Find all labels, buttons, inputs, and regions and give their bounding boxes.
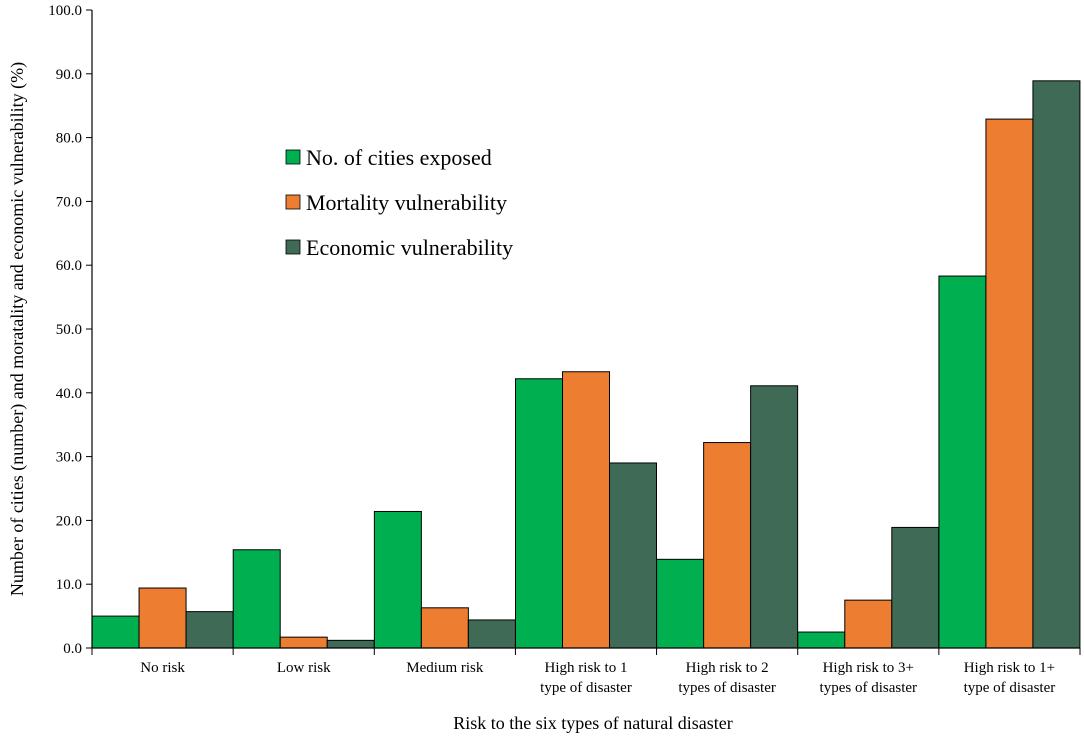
legend: No. of cities exposed Mortality vulnerabi…: [285, 145, 513, 260]
y-tick-label: 30.0: [56, 450, 82, 466]
bar-1-cat-7: [938, 275, 987, 649]
bar-3-cat-3: [467, 619, 516, 649]
bar-1-cat-4: [515, 378, 563, 649]
bar-1-cat-6: [797, 631, 846, 649]
x-categories-group: No risk Low risk Medium risk High risk to 1…: [140, 660, 1055, 696]
y-tick-label: 50.0: [56, 322, 82, 338]
x-category-label: High risk to 1 type of disaster: [540, 660, 632, 696]
y-ticks-group: 0.0 10.0 20.0 30.0 40.0 50.0 60.0 70.0 80.0 90.0 1…: [48, 3, 92, 657]
bars-group: [91, 80, 1081, 649]
x-axis-title: Risk to the six types of natural disaste…: [453, 713, 732, 733]
bar-2-cat-5: [703, 442, 752, 649]
y-tick-label: 100.0: [48, 3, 82, 19]
bar-1-cat-5: [656, 558, 705, 649]
bar-2-cat-4: [562, 371, 610, 649]
y-tick-label: 70.0: [56, 194, 82, 210]
bar-2-cat-6: [844, 599, 893, 649]
legend-swatch-1: [285, 149, 301, 165]
legend-swatch-3: [285, 239, 301, 255]
x-category-label: Medium risk: [406, 660, 484, 676]
bar-3-cat-5: [750, 385, 799, 649]
bar-2-cat-7: [985, 118, 1034, 649]
legend-swatch-2: [285, 194, 301, 210]
bar-3-cat-6: [891, 526, 940, 649]
x-category-label: No risk: [140, 660, 185, 676]
bar-2-cat-1: [138, 587, 187, 649]
bar-2-cat-2: [279, 636, 328, 649]
legend-label-2: Mortality vulnerability: [306, 190, 507, 215]
legend-label-1: No. of cities exposed: [306, 145, 492, 170]
bar-1-cat-3: [373, 510, 422, 649]
x-category-label: High risk to 2 types of disaster: [678, 660, 775, 696]
x-category-label: Low risk: [277, 660, 331, 676]
y-tick-label: 20.0: [56, 513, 82, 529]
y-tick-label: 10.0: [56, 577, 82, 593]
legend-label-3: Economic vulnerability: [306, 235, 513, 260]
bar-3-cat-7: [1032, 80, 1081, 649]
y-tick-label: 60.0: [56, 258, 82, 274]
bar-3-cat-4: [609, 462, 657, 649]
bar-3-cat-1: [185, 611, 234, 649]
y-tick-label: 0.0: [63, 641, 82, 657]
x-category-label: High risk to 1+ type of disaster: [964, 660, 1056, 696]
y-tick-label: 80.0: [56, 131, 82, 147]
bar-1-cat-1: [91, 615, 140, 649]
y-axis-title: Number of cities (number) and moratality…: [7, 62, 28, 596]
bar-2-cat-3: [420, 607, 469, 649]
x-category-label: High risk to 3+ types of disaster: [820, 660, 917, 696]
y-tick-label: 40.0: [56, 386, 82, 402]
bar-3-cat-2: [326, 639, 375, 649]
bar-1-cat-2: [232, 549, 281, 649]
y-tick-label: 90.0: [56, 67, 82, 83]
